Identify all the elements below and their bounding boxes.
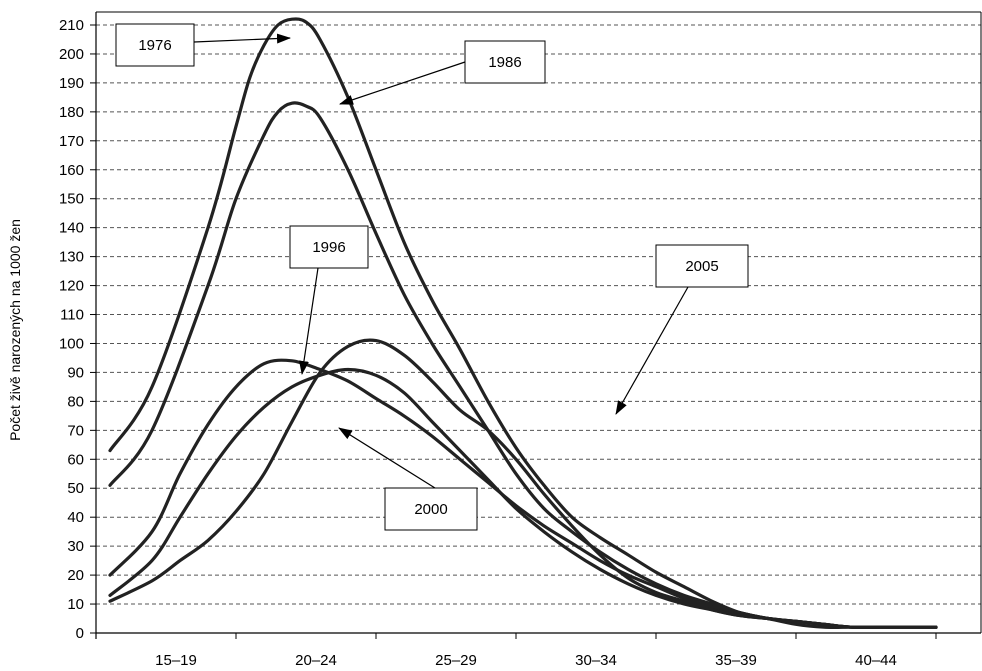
y-tick-label-210: 210 <box>59 17 84 34</box>
y-axis-title: Počet živě narozených na 1000 žen <box>7 219 23 441</box>
callout-1976: 1976 <box>115 23 291 67</box>
series-line-1996 <box>108 358 938 630</box>
x-tick-label-2: 25–29 <box>435 652 477 669</box>
callout-box-2005 <box>655 244 749 288</box>
callout-label-2005: 2005 <box>685 258 718 275</box>
callout-box-1986 <box>464 40 546 84</box>
callout-arrow-1996 <box>298 267 319 375</box>
x-tick-label-1: 20–24 <box>295 652 337 669</box>
series-line-2005 <box>108 338 938 630</box>
callout-label-1986: 1986 <box>488 54 521 71</box>
series-line-1976 <box>108 17 938 630</box>
y-tick-label-110: 110 <box>60 307 84 324</box>
y-tick-label-150: 150 <box>59 191 84 208</box>
y-tick-label-200: 200 <box>59 46 84 63</box>
y-tick-label-0: 0 <box>76 625 84 642</box>
callout-layer: 1976 1986 1996 2000 2005 <box>115 23 749 531</box>
y-tick-label-40: 40 <box>67 509 84 526</box>
callout-2005: 2005 <box>615 244 749 415</box>
callout-label-1976: 1976 <box>138 37 171 54</box>
y-tick-label-160: 160 <box>59 162 84 179</box>
y-tick-label-100: 100 <box>59 335 84 352</box>
x-tick-label-0: 15–19 <box>155 652 197 669</box>
callout-box-1976 <box>115 23 195 67</box>
callout-1996: 1996 <box>289 225 369 375</box>
x-tick-label-5: 40–44 <box>855 652 897 669</box>
y-tick-label-30: 30 <box>67 538 84 555</box>
y-tick-label-10: 10 <box>67 596 84 613</box>
y-tick-label-170: 170 <box>59 133 84 150</box>
callout-arrow-1986 <box>339 61 466 105</box>
x-tick-label-4: 35–39 <box>715 652 757 669</box>
callout-1986: 1986 <box>339 40 546 105</box>
grid-layer <box>96 24 981 605</box>
axis-layer: 0 10 20 30 40 50 60 70 80 90 100 110 120 130 140 150 160… <box>59 11 982 669</box>
y-tick-label-190: 190 <box>59 75 84 92</box>
callout-box-1996 <box>289 225 369 269</box>
x-tick-label-3: 30–34 <box>575 652 617 669</box>
callout-label-2000: 2000 <box>414 501 447 518</box>
callout-2000: 2000 <box>338 427 478 531</box>
series-layer <box>108 17 938 630</box>
callout-label-1996: 1996 <box>312 239 345 256</box>
callout-box-2000 <box>384 487 478 531</box>
y-tick-label-180: 180 <box>59 104 84 121</box>
y-tick-label-20: 20 <box>67 567 84 584</box>
callout-arrow-2000 <box>338 427 436 489</box>
y-tick-label-50: 50 <box>67 480 84 497</box>
series-line-1986 <box>108 101 938 630</box>
y-tick-label-130: 130 <box>59 249 84 266</box>
y-tick-label-90: 90 <box>67 364 84 381</box>
y-tick-label-70: 70 <box>67 422 84 439</box>
callout-arrow-2005 <box>615 286 689 415</box>
callout-arrow-1976 <box>193 33 291 44</box>
y-tick-label-80: 80 <box>67 393 84 410</box>
series-line-2000 <box>108 367 938 630</box>
y-tick-label-140: 140 <box>59 220 84 237</box>
y-tick-label-60: 60 <box>67 451 84 468</box>
y-tick-label-120: 120 <box>59 278 84 295</box>
